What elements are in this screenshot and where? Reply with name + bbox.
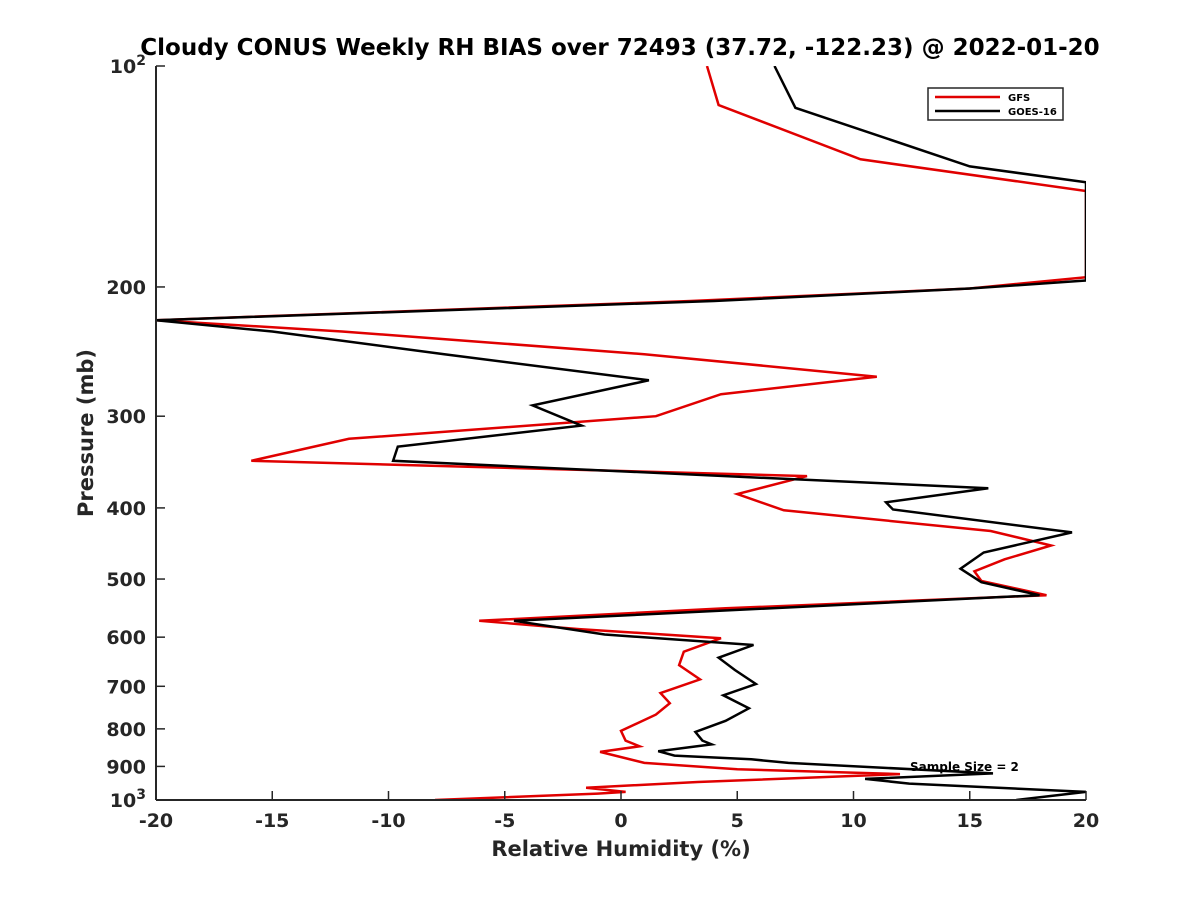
series-layer — [156, 66, 1086, 800]
y-tick-label: 300 — [106, 406, 146, 428]
x-tick-label: -5 — [494, 810, 515, 832]
x-tick-label: 5 — [731, 810, 744, 832]
legend-label-gfs: GFS — [1008, 93, 1030, 104]
y-tick-label: 700 — [106, 676, 146, 698]
y-tick-label: 800 — [106, 719, 146, 741]
x-tick-label: -15 — [255, 810, 289, 832]
x-tick-label: 10 — [840, 810, 866, 832]
legend-label-goes-16: GOES-16 — [1008, 107, 1057, 118]
y-tick-label: 500 — [106, 569, 146, 591]
series-line-gfs — [156, 66, 1086, 800]
legend: GFS GOES-16 — [927, 87, 1064, 121]
y-tick-label: 900 — [106, 756, 146, 778]
x-tick-label: 20 — [1073, 810, 1099, 832]
legend-box — [927, 87, 1064, 121]
y-axis-label: Pressure (mb) — [74, 349, 98, 517]
y-tick-label: 102 — [110, 53, 146, 78]
x-tick-label: 0 — [614, 810, 627, 832]
series-line-goes-16 — [156, 66, 1086, 800]
x-tick-label: -20 — [139, 810, 173, 832]
x-tick-label: 15 — [957, 810, 983, 832]
y-ticks: 102 200 300 400 500 600 700 800 900 103 — [106, 53, 165, 812]
x-axis-label: Relative Humidity (%) — [491, 837, 750, 861]
x-ticks: -20 -15 -10 -5 0 5 10 15 20 — [139, 791, 1099, 832]
chart-title: Cloudy CONUS Weekly RH BIAS over 72493 (… — [140, 35, 1099, 61]
y-tick-label: 103 — [110, 787, 146, 812]
y-tick-label: 600 — [106, 627, 146, 649]
y-tick-label: 400 — [106, 498, 146, 520]
axes-layer — [155, 66, 1086, 801]
sample-size-annotation: Sample Size = 2 — [910, 760, 1019, 774]
y-tick-label: 200 — [106, 277, 146, 299]
x-tick-label: -10 — [371, 810, 405, 832]
